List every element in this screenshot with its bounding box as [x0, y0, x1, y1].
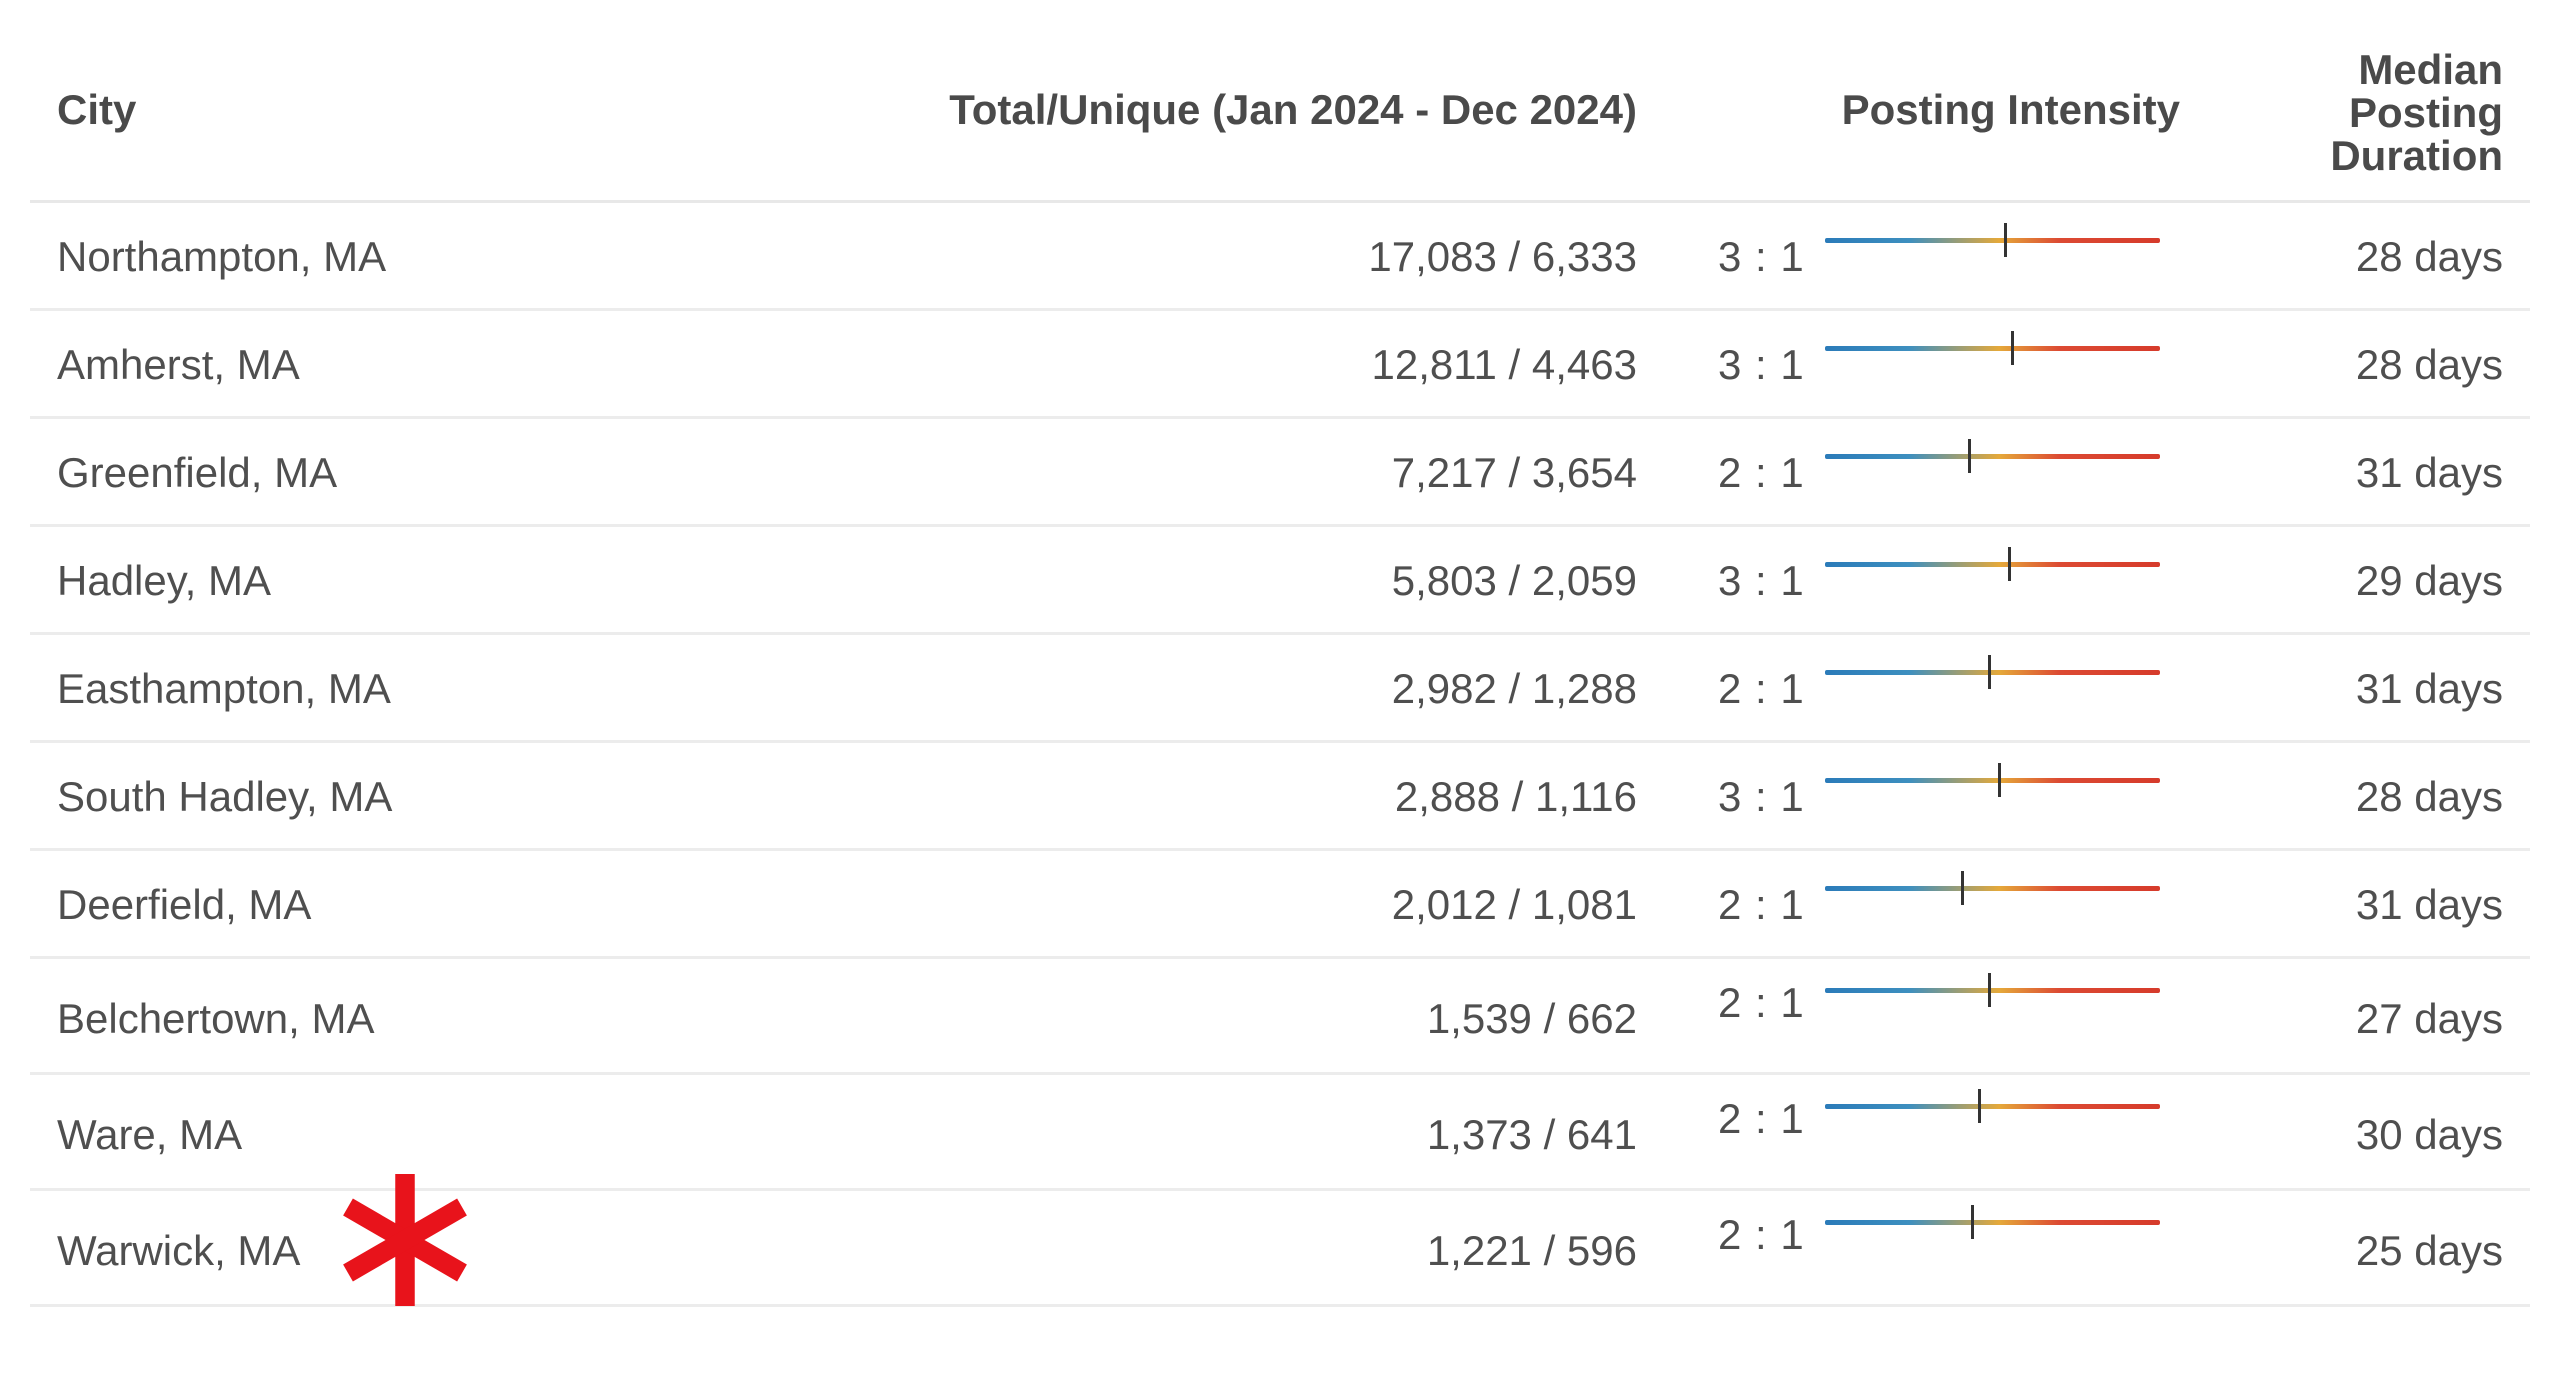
intensity-ratio-cell: 2 : 1 [1718, 665, 1805, 712]
duration-cell: 28 days [2355, 341, 2503, 388]
intensity-bar [1825, 439, 2160, 479]
table-header: City Total/Unique (Jan 2024 - Dec 2024) … [30, 0, 2530, 203]
intensity-ratio-cell: 2 : 1 [1718, 1211, 1805, 1258]
total-unique-cell: 1,373 / 641 [1426, 1111, 1637, 1158]
column-header-city[interactable]: City [57, 86, 137, 133]
intensity-ratio-cell: 3 : 1 [1718, 233, 1805, 280]
intensity-ratio-cell: 2 : 1 [1718, 979, 1805, 1026]
city-cell: Northampton, MA [57, 233, 387, 280]
table-row[interactable]: Greenfield, MA 7,217 / 3,654 2 : 1 31 days [30, 419, 2530, 527]
table-row[interactable]: Belchertown, MA 1,539 / 662 2 : 1 27 days [30, 959, 2530, 1075]
city-cell: South Hadley, MA [57, 773, 393, 820]
duration-cell: 29 days [2355, 557, 2503, 604]
city-cell: Amherst, MA [57, 341, 300, 388]
intensity-bar [1825, 1205, 2160, 1245]
intensity-gradient-line [1825, 346, 2160, 351]
intensity-gradient-line [1825, 886, 2160, 891]
intensity-tick-marker [1960, 871, 1964, 905]
intensity-tick-marker [1987, 973, 1991, 1007]
intensity-tick-marker [2004, 223, 2008, 257]
intensity-gradient-line [1825, 1220, 2160, 1225]
intensity-ratio-cell: 3 : 1 [1718, 557, 1805, 604]
column-header-duration-line: Posting [2349, 89, 2503, 136]
table-row[interactable]: Hadley, MA 5,803 / 2,059 3 : 1 29 days [30, 527, 2530, 635]
intensity-bar [1825, 655, 2160, 695]
total-unique-cell: 17,083 / 6,333 [1368, 233, 1637, 280]
duration-cell: 31 days [2355, 665, 2503, 712]
duration-cell: 30 days [2355, 1111, 2503, 1158]
table-row[interactable]: Easthampton, MA 2,982 / 1,288 2 : 1 31 days [30, 635, 2530, 743]
table-row[interactable]: Amherst, MA 12,811 / 4,463 3 : 1 28 days [30, 311, 2530, 419]
duration-cell: 25 days [2355, 1227, 2503, 1274]
table-row[interactable]: Northampton, MA 17,083 / 6,333 3 : 1 28 day… [30, 203, 2530, 311]
table-row[interactable]: South Hadley, MA 2,888 / 1,116 3 : 1 28 day… [30, 743, 2530, 851]
intensity-ratio-cell: 3 : 1 [1718, 341, 1805, 388]
table-row[interactable]: Warwick, MA 1,221 / 596 2 : 1 25 days [30, 1191, 2530, 1307]
city-cell: Hadley, MA [57, 557, 271, 604]
column-header-median-posting-duration[interactable]: Median Posting Duration [2303, 48, 2503, 177]
column-header-total-unique[interactable]: Total/Unique (Jan 2024 - Dec 2024) [949, 86, 1637, 133]
duration-cell: 27 days [2355, 995, 2503, 1042]
intensity-bar [1825, 547, 2160, 587]
table-row[interactable]: Ware, MA 1,373 / 641 2 : 1 30 days [30, 1075, 2530, 1191]
city-cell: Greenfield, MA [57, 449, 338, 496]
intensity-ratio-cell: 2 : 1 [1718, 1095, 1805, 1142]
total-unique-cell: 5,803 / 2,059 [1391, 557, 1637, 604]
intensity-gradient-line [1825, 562, 2160, 567]
intensity-tick-marker [1987, 655, 1991, 689]
city-cell: Belchertown, MA [57, 995, 375, 1042]
duration-cell: 28 days [2355, 773, 2503, 820]
column-header-duration-line: Median [2358, 46, 2503, 93]
duration-cell: 31 days [2355, 449, 2503, 496]
city-cell: Deerfield, MA [57, 881, 312, 928]
intensity-bar [1825, 763, 2160, 803]
intensity-ratio-cell: 2 : 1 [1718, 449, 1805, 496]
intensity-gradient-line [1825, 778, 2160, 783]
intensity-gradient-line [1825, 1104, 2160, 1109]
total-unique-cell: 2,012 / 1,081 [1391, 881, 1637, 928]
intensity-tick-marker [2007, 547, 2011, 581]
total-unique-cell: 12,811 / 4,463 [1371, 341, 1637, 388]
city-posting-table: City Total/Unique (Jan 2024 - Dec 2024) … [30, 0, 2530, 1307]
city-cell: Ware, MA [57, 1111, 243, 1158]
total-unique-cell: 1,539 / 662 [1426, 995, 1637, 1042]
city-cell: Warwick, MA [57, 1227, 301, 1274]
intensity-gradient-line [1825, 670, 2160, 675]
total-unique-cell: 1,221 / 596 [1426, 1227, 1637, 1274]
column-header-duration-line: Duration [2330, 132, 2503, 179]
column-header-posting-intensity[interactable]: Posting Intensity [1841, 86, 2180, 133]
intensity-gradient-line [1825, 988, 2160, 993]
duration-cell: 31 days [2355, 881, 2503, 928]
intensity-ratio-cell: 3 : 1 [1718, 773, 1805, 820]
intensity-tick-marker [1967, 439, 1971, 473]
intensity-tick-marker [2011, 331, 2015, 365]
table-row[interactable]: Deerfield, MA 2,012 / 1,081 2 : 1 31 days [30, 851, 2530, 959]
asterisk-marker-icon [343, 1174, 467, 1306]
intensity-gradient-line [1825, 454, 2160, 459]
table-body: Northampton, MA 17,083 / 6,333 3 : 1 28 day… [30, 203, 2530, 1307]
total-unique-cell: 2,888 / 1,116 [1394, 773, 1637, 820]
city-cell: Easthampton, MA [57, 665, 391, 712]
intensity-ratio-cell: 2 : 1 [1718, 881, 1805, 928]
total-unique-cell: 2,982 / 1,288 [1391, 665, 1637, 712]
intensity-bar [1825, 973, 2160, 1013]
duration-cell: 28 days [2355, 233, 2503, 280]
intensity-gradient-line [1825, 238, 2160, 243]
intensity-bar [1825, 223, 2160, 263]
total-unique-cell: 7,217 / 3,654 [1391, 449, 1637, 496]
intensity-tick-marker [1977, 1089, 1981, 1123]
intensity-tick-marker [1997, 763, 2001, 797]
intensity-tick-marker [1970, 1205, 1974, 1239]
intensity-bar [1825, 1089, 2160, 1129]
intensity-bar [1825, 331, 2160, 371]
intensity-bar [1825, 871, 2160, 911]
